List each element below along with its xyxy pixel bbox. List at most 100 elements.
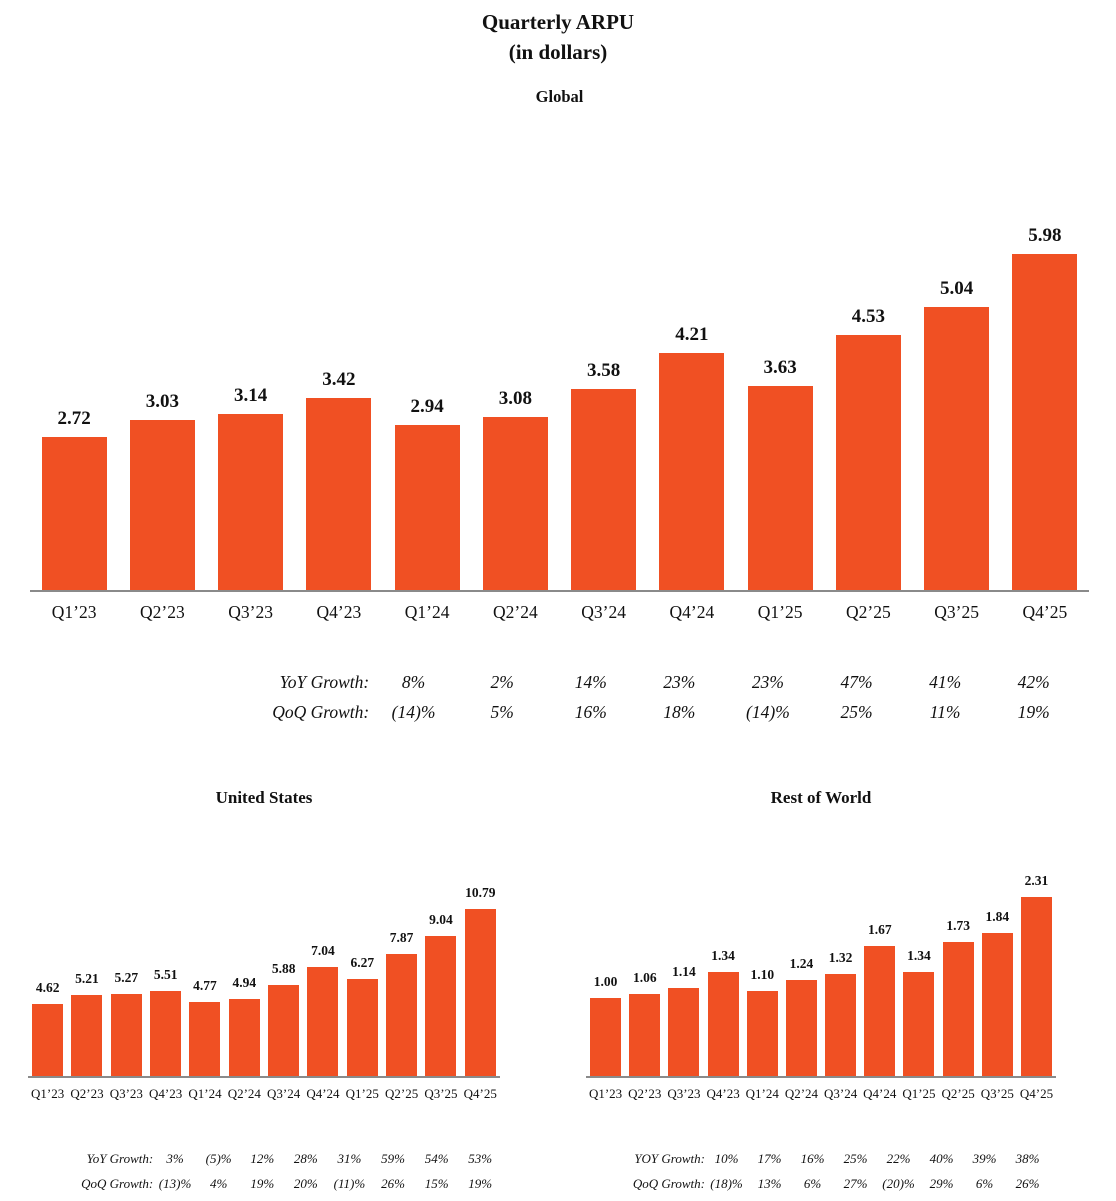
growth-row: QoQ Growth: (13)% 4% 19% 20% (11)% 26% 15% 19%: [28, 1171, 502, 1196]
bar: [71, 995, 103, 1076]
growth-value: 41%: [929, 671, 962, 692]
growth-row-label: QoQ Growth:: [632, 1175, 705, 1191]
x-axis-label: Q2’25: [846, 602, 891, 622]
rest-of-world-plot-area: 1.00 1.06 1.14 1.34 1.10 1.24 1.32 1.67 1.34 1.73…: [586, 860, 1056, 1078]
growth-value: 27%: [843, 1175, 868, 1191]
bar: [228, 999, 260, 1076]
growth-value: 16%: [574, 701, 607, 722]
bar-group: 9.04: [421, 912, 460, 1076]
growth-value: 18%: [663, 701, 696, 722]
growth-value: 19%: [468, 1175, 493, 1191]
bar-group: 4.77: [185, 978, 224, 1076]
growth-value: 12%: [250, 1150, 275, 1166]
x-axis-label: Q1’24: [745, 1086, 779, 1101]
x-axis-label: Q4’23: [706, 1086, 740, 1101]
growth-value: 14%: [574, 671, 607, 692]
bar: [707, 972, 739, 1076]
united-states-growth-table: YoY Growth: 3% (5)% 12% 28% 31% 59% 54% 53% QoQ G…: [28, 1146, 502, 1196]
bar-value-label: 3.03: [145, 390, 179, 412]
growth-row: YOY Growth: 10% 17% 16% 25% 22% 40% 39% 38%: [586, 1146, 1049, 1171]
growth-value: 20%: [293, 1175, 318, 1191]
x-axis-label: Q3’24: [267, 1086, 301, 1101]
growth-row-label: YOY Growth:: [634, 1150, 705, 1166]
bar: [924, 306, 990, 590]
x-axis-label: Q3’25: [934, 602, 979, 622]
growth-row-label: YoY Growth:: [86, 1150, 154, 1166]
bar-value-label: 7.04: [311, 942, 335, 958]
bar-group: 4.94: [225, 975, 264, 1076]
rest-of-world-chart-title: Rest of World: [770, 788, 872, 807]
bar-value-label: 4.62: [35, 980, 60, 996]
bar: [189, 1002, 221, 1076]
bar-group: 1.06: [625, 970, 664, 1076]
growth-value: (18)%: [710, 1175, 743, 1191]
bar-group: 2.94: [383, 396, 471, 590]
global-growth-table: YoY Growth: 8% 2% 14% 23% 23% 47% 41% 42% QoQ Gro…: [30, 667, 1078, 727]
global-x-axis: Q1’23 Q2’23 Q3’23 Q4’23 Q1’24 Q2’24 Q3’24 Q4’24…: [30, 602, 1089, 623]
global-chart: Global 2.72 3.03 3.14 3.42 2.94 3.08 3.58 4.21 3…: [30, 87, 1089, 727]
bar: [825, 973, 857, 1076]
bar-group: 5.51: [146, 967, 185, 1076]
bar: [218, 413, 284, 590]
growth-value: 19%: [250, 1175, 275, 1191]
bar: [110, 994, 142, 1076]
growth-value: 39%: [972, 1150, 997, 1166]
growth-value: 23%: [663, 671, 696, 692]
bar: [903, 972, 935, 1076]
bar: [482, 416, 548, 590]
bar: [1012, 253, 1078, 590]
growth-value: (11)%: [333, 1175, 366, 1191]
x-axis-label: Q3’24: [581, 602, 626, 622]
bar-group: 10.79: [461, 885, 500, 1076]
bar: [150, 990, 182, 1076]
bar-group: 2.31: [1017, 873, 1056, 1076]
bar-value-label: 1.32: [828, 949, 853, 965]
bar-group: 1.84: [978, 909, 1017, 1076]
bar-value-label: 5.88: [271, 960, 296, 976]
x-axis-label: Q4’24: [306, 1086, 340, 1101]
bar-group: 3.14: [207, 385, 295, 590]
x-axis-label: Q1’25: [902, 1086, 936, 1101]
bar-group: 2.72: [30, 408, 118, 590]
x-axis-label: Q1’24: [188, 1086, 222, 1101]
bar: [747, 386, 813, 590]
bar-group: 7.87: [382, 930, 421, 1076]
figure-title: Quarterly ARPU (in dollars): [0, 7, 1116, 67]
bar-value-label: 5.98: [1028, 224, 1062, 246]
growth-value: 26%: [1015, 1175, 1040, 1191]
x-axis-label: Q2’24: [493, 602, 538, 622]
x-axis-label: Q2’23: [70, 1086, 104, 1101]
bar-group: 1.34: [704, 948, 743, 1076]
bar-group: 5.27: [107, 970, 146, 1076]
growth-value: 6%: [975, 1175, 994, 1191]
bar: [307, 966, 339, 1076]
x-axis-label: Q3’23: [228, 602, 273, 622]
bar-group: 3.03: [118, 391, 206, 590]
bar-group: 1.32: [821, 950, 860, 1076]
x-axis-label: Q3’23: [109, 1086, 143, 1101]
x-axis-label: Q3’25: [424, 1086, 458, 1101]
bar-group: 5.88: [264, 961, 303, 1076]
bar-value-label: 1.06: [632, 969, 657, 985]
growth-value: 8%: [401, 671, 426, 692]
bar: [306, 397, 372, 590]
bar: [659, 353, 725, 590]
growth-value: 54%: [424, 1150, 449, 1166]
bar-value-label: 1.34: [711, 948, 735, 963]
bar-group: 1.73: [939, 918, 978, 1076]
x-axis-label: Q1’25: [345, 1086, 379, 1101]
bar: [268, 984, 300, 1076]
growth-value: 16%: [800, 1150, 825, 1166]
bar-group: 3.63: [736, 357, 824, 590]
bar: [981, 933, 1013, 1076]
bar: [571, 388, 637, 590]
bar-value-label: 2.31: [1024, 872, 1049, 888]
bar-group: 1.34: [899, 948, 938, 1076]
x-axis-label: Q3’23: [667, 1086, 701, 1101]
global-chart-title: Global: [535, 87, 584, 106]
bar-value-label: 1.00: [593, 974, 618, 990]
bar-value-label: 9.04: [429, 911, 453, 927]
bar-value-label: 5.51: [153, 966, 178, 982]
x-axis-label: Q2’25: [385, 1086, 419, 1101]
bar-value-label: 5.27: [114, 970, 139, 986]
